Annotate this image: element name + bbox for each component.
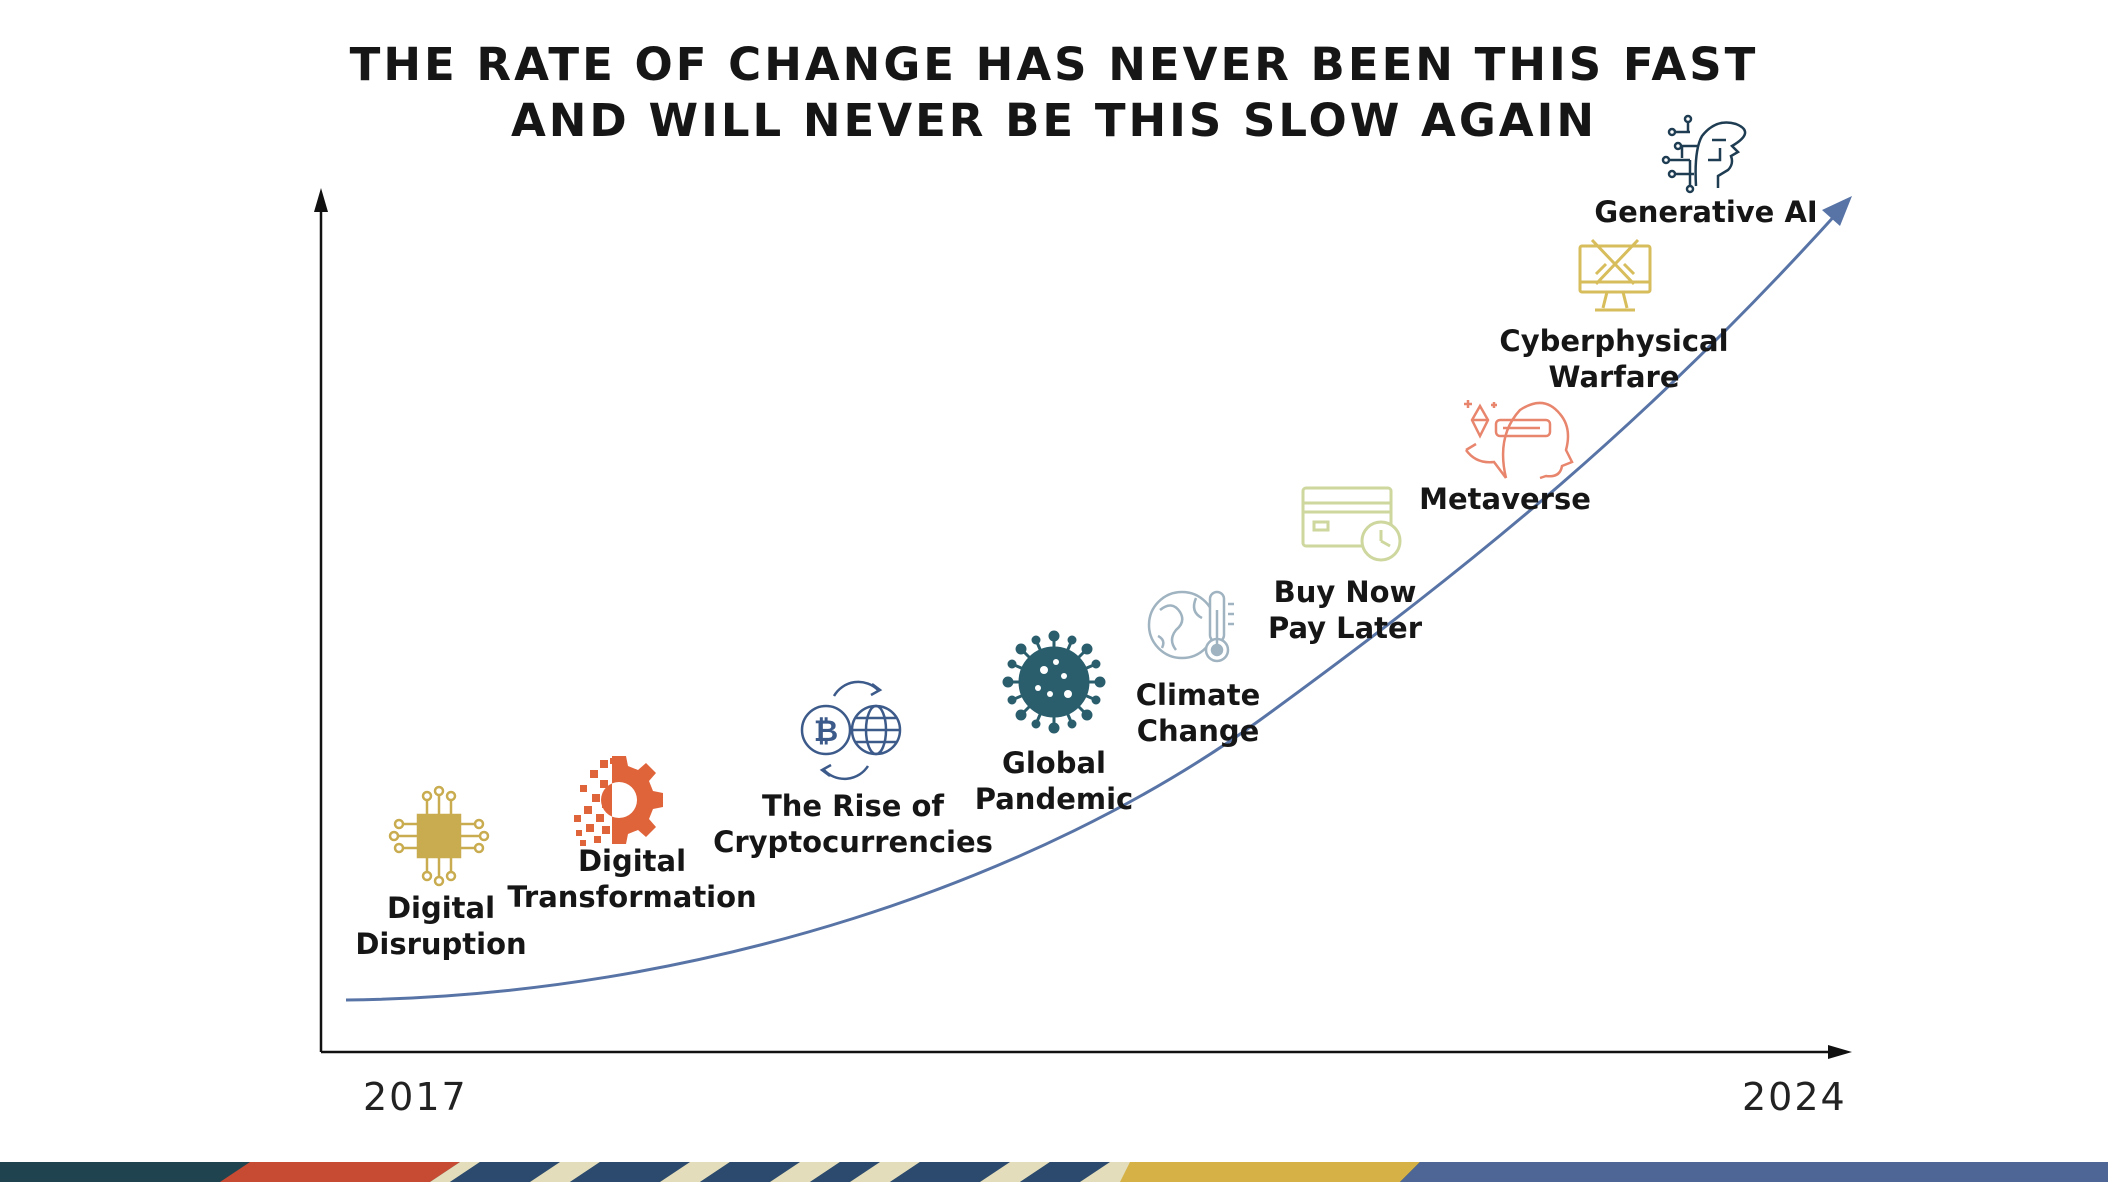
label-line: Cryptocurrencies	[713, 825, 993, 859]
label-climate-change: Climate Change	[1136, 677, 1260, 749]
axis-start-year: 2017	[363, 1075, 468, 1119]
label-cyberphysical-warfare: Cyberphysical Warfare	[1499, 323, 1728, 395]
title-line-2: AND WILL NEVER BE THIS SLOW AGAIN	[510, 94, 1598, 147]
growth-curve	[345, 210, 1840, 1002]
label-line: Digital	[386, 891, 496, 925]
label-digital-transformation: Digital Transformation	[507, 843, 756, 915]
label-digital-disruption: Digital Disruption	[355, 890, 526, 962]
label-line: Buy Now	[1273, 575, 1417, 609]
label-line: Pandemic	[974, 782, 1134, 816]
label-line: Warfare	[1548, 360, 1680, 394]
label-line: Global	[1002, 746, 1106, 780]
label-line: Generative AI	[1594, 195, 1818, 229]
svg-text:₿: ₿	[814, 714, 838, 749]
label-line: Change	[1136, 714, 1260, 748]
growth-curve-arrowhead	[1822, 196, 1852, 226]
label-line: Transformation	[507, 880, 757, 914]
label-line: Digital	[577, 844, 687, 878]
y-axis-arrowhead	[314, 188, 328, 212]
label-generative-ai: Generative AI	[1594, 194, 1817, 230]
label-global-pandemic: Global Pandemic	[975, 745, 1133, 817]
label-line: Cyberphysical	[1499, 324, 1729, 358]
x-axis-arrowhead	[1828, 1045, 1852, 1059]
label-line: Metaverse	[1419, 482, 1591, 516]
label-line: Disruption	[355, 927, 527, 961]
label-line: Climate	[1135, 678, 1261, 712]
label-cryptocurrencies: The Rise of Cryptocurrencies	[713, 788, 993, 860]
label-metaverse: Metaverse	[1419, 481, 1591, 517]
title-line-1: THE RATE OF CHANGE HAS NEVER BEEN THIS F…	[349, 38, 1759, 91]
axis-end-year: 2024	[1742, 1075, 1847, 1119]
label-line: The Rise of	[761, 789, 945, 823]
label-buy-now-pay-later: Buy Now Pay Later	[1268, 574, 1422, 646]
label-line: Pay Later	[1267, 611, 1423, 645]
